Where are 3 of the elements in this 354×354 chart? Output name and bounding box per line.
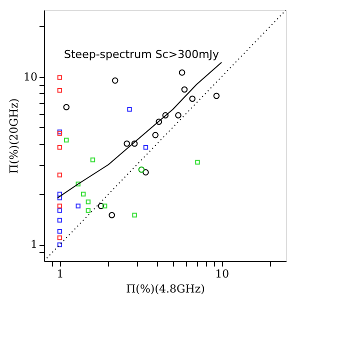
x-axis-title: Π(%)(4.8GHz) [126,282,205,296]
text: Steep-spectrum Sc>300mJy [64,48,220,61]
y-axis-title: Π(%)(20GHz) [8,98,21,174]
